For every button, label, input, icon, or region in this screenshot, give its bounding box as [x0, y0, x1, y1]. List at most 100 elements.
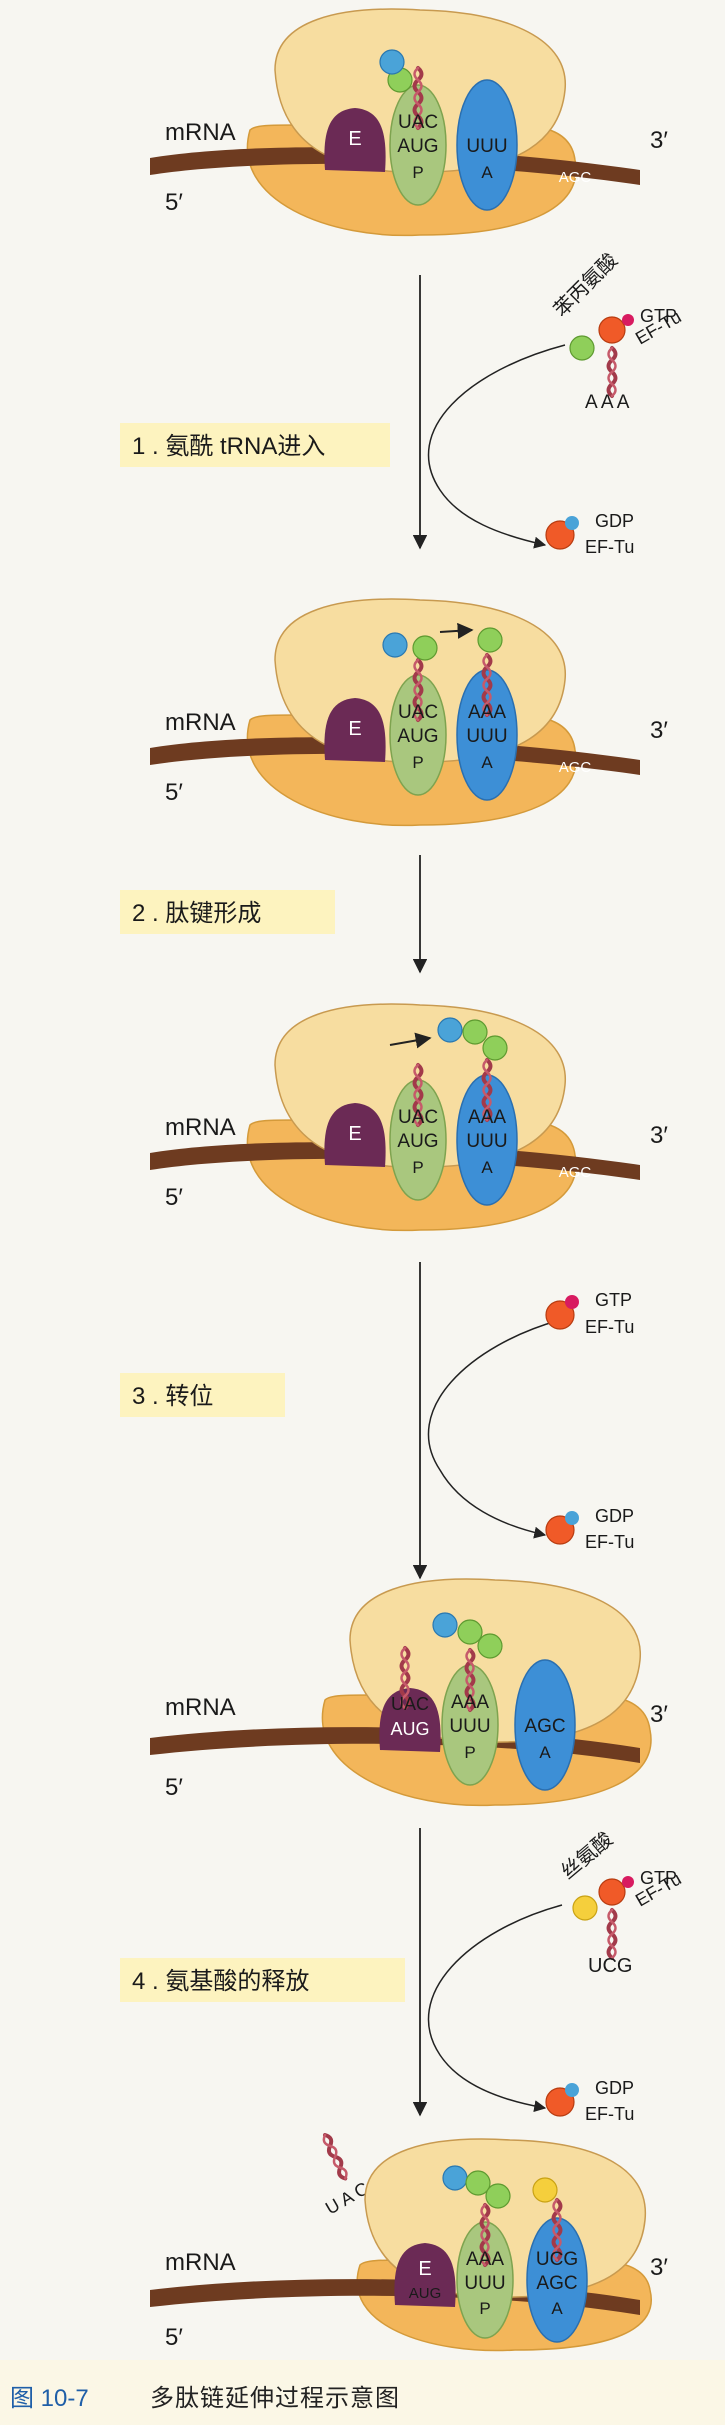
- three-prime-label: 3′: [650, 2254, 668, 2281]
- amino-acid-name: 丝氨酸: [556, 1828, 617, 1884]
- transfer-arrow: [439, 622, 474, 639]
- codon-label: AUG: [390, 1719, 429, 1739]
- e-site: [324, 1103, 386, 1167]
- five-prime-label: 5′: [165, 779, 183, 806]
- five-prime-label: 5′: [165, 189, 183, 216]
- exchange-curve: [427, 344, 566, 549]
- site-label-p: P: [412, 753, 423, 772]
- stage-2-ribosome: E UAC AUG P AAA UUU A AGC: [150, 598, 640, 827]
- mrna-strand: [150, 737, 640, 775]
- incoming-trna-complex: 丝氨酸 GTP EF-Tu UCG: [556, 1828, 684, 1977]
- amino-acid-ball: [482, 1035, 508, 1061]
- anticodon-label: UAC: [398, 112, 438, 133]
- gdp-dot: [565, 516, 579, 530]
- mrna-strand: [150, 1142, 640, 1180]
- anticodon-label: A A A: [585, 392, 630, 413]
- step-3-label: 3 . 转位: [132, 1383, 213, 1410]
- codon-label: UUU: [466, 726, 507, 747]
- e-site: [394, 2243, 456, 2307]
- site-label-a: A: [539, 1743, 551, 1762]
- site-label-e: E: [348, 128, 361, 150]
- eftu-ball: [545, 520, 575, 550]
- amino-acid-ball: [572, 1895, 598, 1921]
- three-prime-label: 3′: [650, 1122, 668, 1149]
- site-label-p: P: [412, 163, 423, 182]
- released-gdp-complex: GDP EF-Tu: [545, 2078, 634, 2124]
- site-label-a: A: [481, 753, 493, 772]
- eftu-ball: [545, 1515, 575, 1545]
- amino-acid-ball: [465, 2170, 491, 2196]
- gtp-label: GTP: [640, 306, 677, 326]
- p-site: [389, 1079, 447, 1201]
- released-gdp-complex: GDP EF-Tu: [545, 511, 634, 557]
- codon-label: AGC: [536, 2273, 577, 2294]
- amino-acid-ball: [379, 49, 405, 75]
- site-label-p: P: [412, 1158, 423, 1177]
- eftu-label: EF-Tu: [585, 2104, 634, 2124]
- mrna-strand: [150, 147, 640, 185]
- amino-acid-ball: [412, 635, 438, 661]
- incoming-trna: [606, 1908, 618, 1960]
- five-prime-label: 5′: [165, 1774, 183, 1801]
- five-prime-label: 5′: [165, 2324, 183, 2351]
- codon-label: UUU: [466, 136, 507, 157]
- site-label-a: A: [481, 1158, 493, 1177]
- codon-label: AGC: [559, 759, 592, 776]
- amino-acid-ball: [437, 1017, 463, 1043]
- site-label-p: P: [464, 1743, 475, 1762]
- figure-caption: 图 10-7 多肽链延伸过程示意图: [0, 2360, 725, 2425]
- anticodon-label: UAC: [391, 1694, 429, 1714]
- site-label-e: E: [348, 718, 361, 740]
- p-site: [456, 2221, 514, 2339]
- amino-acid-ball: [442, 2165, 468, 2191]
- eftu-ball: [545, 2087, 575, 2117]
- stage-3-ribosome: E UAC AUG P AAA UUU A AGC: [150, 1003, 640, 1232]
- step-box: [120, 423, 390, 467]
- three-prime-label: 3′: [650, 717, 668, 744]
- anticodon-label: UCG: [588, 1955, 632, 1977]
- gdp-label: GDP: [595, 1506, 634, 1526]
- released-gdp-complex: GDP EF-Tu: [545, 1506, 634, 1552]
- gtp-dot: [622, 314, 634, 326]
- codon-label: UUU: [449, 1716, 490, 1737]
- step-1-label: 1 . 氨酰 tRNA进入: [132, 433, 325, 460]
- gtp-dot: [622, 1876, 634, 1888]
- mrna-label: mRNA: [165, 709, 236, 736]
- eftu-label: EF-Tu: [585, 537, 634, 557]
- site-label-a: A: [481, 163, 493, 182]
- figure-number: 图 10-7: [10, 2385, 89, 2412]
- step-box: [120, 890, 335, 934]
- mrna-label: mRNA: [165, 2249, 236, 2276]
- gdp-dot: [565, 1511, 579, 1525]
- amino-acid-ball: [569, 335, 595, 361]
- codon-label: AGC: [559, 1164, 592, 1181]
- stage-5-ribosome: E AUG AAA UUU P UCG AGC A: [150, 2138, 652, 2352]
- mrna-label: mRNA: [165, 1114, 236, 1141]
- amino-acid-ball: [532, 2177, 558, 2203]
- e-site: [379, 1688, 441, 1752]
- gdp-dot: [565, 2083, 579, 2097]
- a-site: [456, 669, 518, 801]
- step-box: [120, 1958, 405, 2002]
- eftu-label: EF-Tu: [585, 1317, 634, 1337]
- incoming-trna: [606, 346, 618, 398]
- gdp-label: GDP: [595, 2078, 634, 2098]
- codon-label: AUG: [397, 136, 438, 157]
- exchange-curve: [427, 1904, 563, 2113]
- amino-acid-ball: [462, 1019, 488, 1045]
- site-label-e: E: [418, 2258, 431, 2280]
- anticodon-label: AAA: [468, 1107, 506, 1128]
- amino-acid-ball: [432, 1612, 458, 1638]
- free-trna: [319, 2131, 351, 2182]
- stage-1-ribosome: E UAC AUG P UUU A AGC: [150, 8, 640, 237]
- amino-acid-ball: [382, 632, 408, 658]
- eftu-ball: [598, 316, 626, 344]
- step-2-label: 2 . 肽键形成: [132, 900, 261, 927]
- a-site: [514, 1659, 576, 1791]
- amino-acid-ball: [477, 627, 503, 653]
- mrna-label: mRNA: [165, 119, 236, 146]
- a-site: [526, 2217, 588, 2343]
- gtp-label: GTP: [640, 1868, 677, 1888]
- released-trna: U A C: [319, 2131, 372, 2218]
- a-site: [456, 1074, 518, 1206]
